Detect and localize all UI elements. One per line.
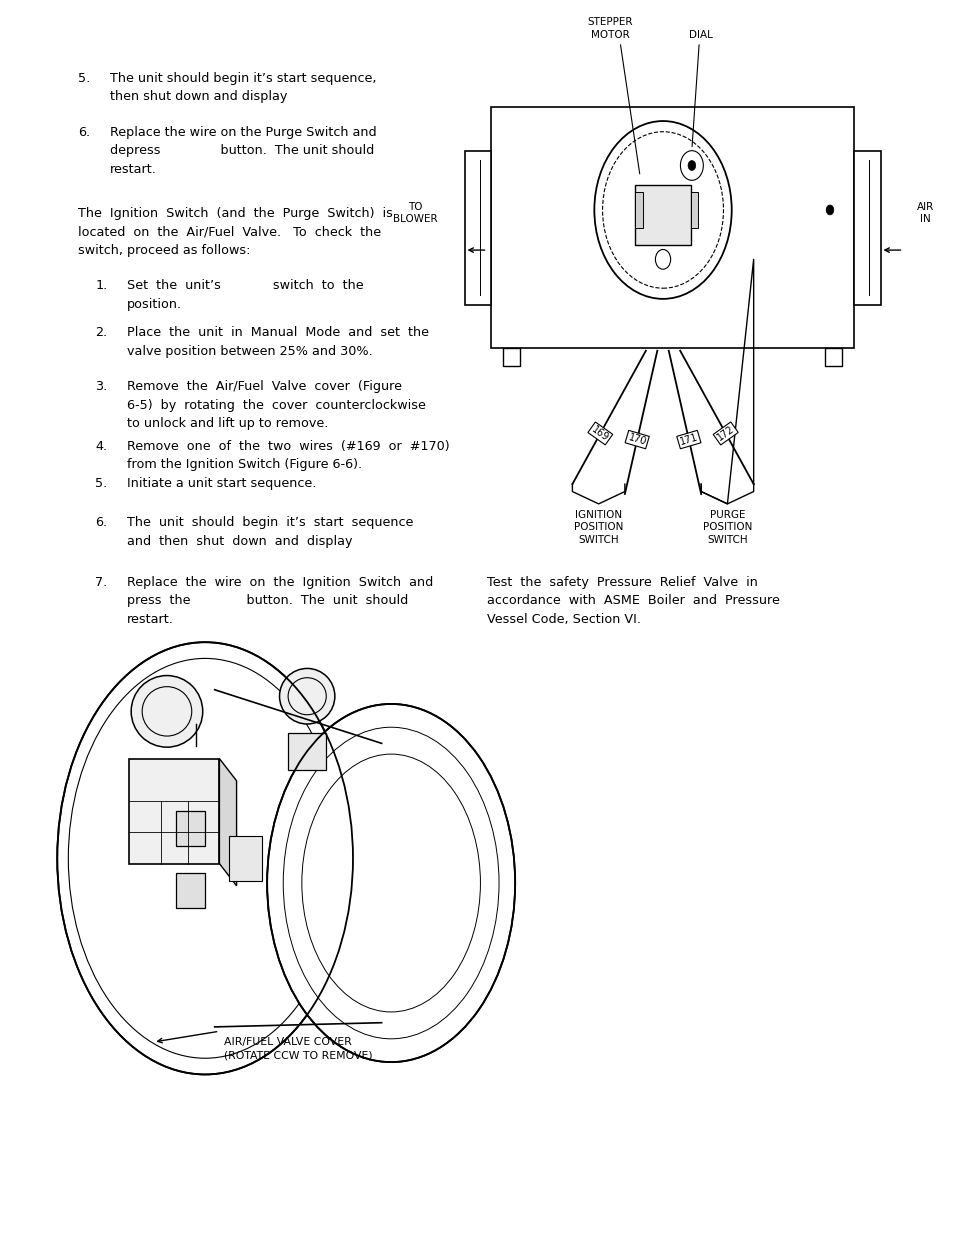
Text: IGNITION
POSITION
SWITCH: IGNITION POSITION SWITCH [574,510,622,545]
Bar [129,758,219,863]
Text: AIR/FUEL VALVE COVER
(ROTATE CCW TO REMOVE): AIR/FUEL VALVE COVER (ROTATE CCW TO REMO… [224,1037,373,1061]
Bar [464,151,491,305]
Text: The unit should begin it’s start sequence,
then shut down and display: The unit should begin it’s start sequenc… [110,72,375,104]
Bar [502,348,519,366]
Text: 169: 169 [589,424,610,443]
Circle shape [679,151,702,180]
Text: 6.: 6. [78,126,91,140]
Bar [690,193,698,227]
Text: 172: 172 [715,424,736,443]
Circle shape [687,161,695,170]
Text: STEPPER
MOTOR: STEPPER MOTOR [587,17,633,40]
Text: The  unit  should  begin  it’s  start  sequence
and  then  shut  down  and  disp: The unit should begin it’s start sequenc… [127,516,413,548]
Circle shape [594,121,731,299]
Bar [176,873,205,908]
Text: 3.: 3. [95,380,108,394]
Ellipse shape [267,704,515,1062]
Ellipse shape [279,668,335,724]
Text: Test  the  safety  Pressure  Relief  Valve  in
accordance  with  ASME  Boiler  a: Test the safety Pressure Relief Valve in… [486,576,779,625]
Text: Replace  the  wire  on  the  Ignition  Switch  and
press  the              butto: Replace the wire on the Ignition Switch … [127,576,433,625]
Ellipse shape [131,676,202,747]
Text: 171: 171 [678,432,699,447]
Ellipse shape [57,642,353,1074]
Bar [635,185,690,245]
Text: Initiate a unit start sequence.: Initiate a unit start sequence. [127,477,316,490]
Circle shape [655,249,670,269]
Text: 1.: 1. [95,279,108,293]
Bar [288,734,326,771]
Text: Place  the  unit  in  Manual  Mode  and  set  the
valve position between 25% and: Place the unit in Manual Mode and set th… [127,326,429,358]
Bar [635,193,642,227]
Text: Remove  one  of  the  two  wires  (#169  or  #170)
from the Ignition Switch (Fig: Remove one of the two wires (#169 or #17… [127,440,449,472]
Polygon shape [219,758,236,885]
Text: The  Ignition  Switch  (and  the  Purge  Switch)  is
located  on  the  Air/Fuel : The Ignition Switch (and the Purge Switc… [78,207,393,257]
Text: 2.: 2. [95,326,108,340]
Bar [824,348,841,366]
Text: 7.: 7. [95,576,108,589]
Text: Remove  the  Air/Fuel  Valve  cover  (Figure
6-5)  by  rotating  the  cover  cou: Remove the Air/Fuel Valve cover (Figure … [127,380,425,430]
Bar [176,811,205,846]
Text: 5.: 5. [78,72,91,85]
Text: 5.: 5. [95,477,108,490]
Bar [229,836,262,881]
Text: TO
BLOWER: TO BLOWER [393,201,436,225]
Bar [853,151,880,305]
Circle shape [825,205,833,215]
Text: PURGE
POSITION
SWITCH: PURGE POSITION SWITCH [702,510,751,545]
Text: Replace the wire on the Purge Switch and
depress               button.  The unit: Replace the wire on the Purge Switch and… [110,126,375,175]
Text: AIR
IN: AIR IN [916,201,933,225]
Bar [491,107,853,348]
Text: DIAL: DIAL [688,30,713,40]
Text: 4.: 4. [95,440,108,453]
Text: 6.: 6. [95,516,108,530]
Text: Set  the  unit’s             switch  to  the
position.: Set the unit’s switch to the position. [127,279,363,311]
Text: 170: 170 [626,432,647,447]
